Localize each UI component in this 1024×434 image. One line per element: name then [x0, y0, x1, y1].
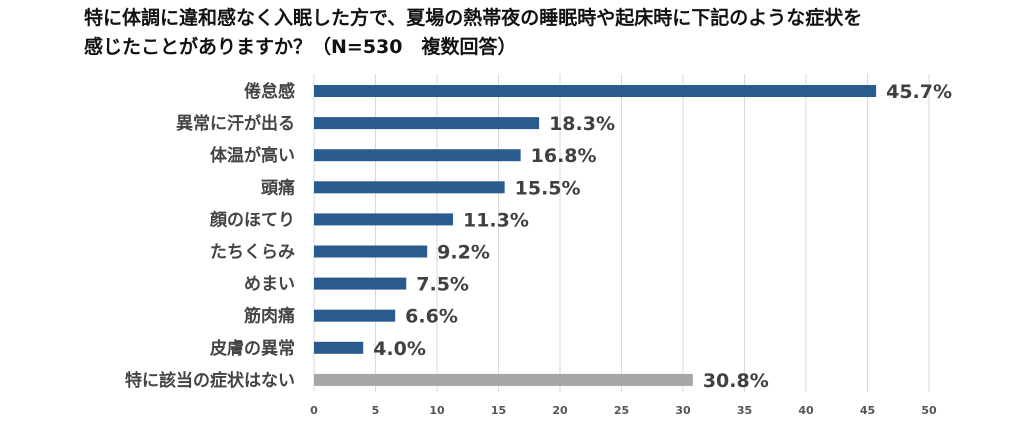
x-tick-label: 20 — [552, 404, 568, 417]
category-label: 異常に汗が出る — [176, 113, 295, 134]
value-label: 11.3% — [463, 209, 529, 231]
value-label: 18.3% — [549, 113, 615, 135]
x-tick-label: 50 — [921, 404, 937, 417]
category-label: めまい — [244, 275, 295, 295]
x-tick-label: 30 — [675, 404, 691, 417]
chart-title-line-1: 特に体調に違和感なく入眠した方で、夏場の熱帯夜の睡眠時や起床時に下記のような症状… — [84, 7, 863, 29]
value-label: 45.7% — [886, 81, 952, 103]
value-label: 6.6% — [405, 306, 458, 328]
category-label: 特に該当の症状はない — [125, 370, 295, 391]
category-label: たちくらみ — [210, 243, 295, 263]
x-tick-label: 15 — [491, 404, 506, 417]
category-label: 顔のほてり — [209, 209, 295, 230]
value-label: 30.8% — [703, 370, 769, 392]
bar — [314, 341, 364, 354]
value-label: 4.0% — [373, 338, 426, 360]
x-tick-label: 10 — [429, 404, 445, 417]
category-label: 倦怠感 — [244, 81, 295, 102]
bar — [314, 181, 505, 194]
category-label: 体温が高い — [210, 145, 295, 166]
x-tick-label: 40 — [798, 404, 814, 417]
chart-title-line-2: 感じたことがありますか？（N=530 複数回答） — [84, 36, 517, 58]
bar — [314, 117, 540, 130]
category-label: 筋肉痛 — [243, 306, 295, 327]
bar — [314, 245, 428, 258]
bar — [314, 373, 693, 386]
bar — [314, 149, 521, 162]
bar — [314, 213, 453, 226]
category-label: 頭痛 — [261, 177, 295, 198]
x-tick-label: 35 — [737, 404, 752, 417]
bar — [314, 85, 877, 97]
value-label: 7.5% — [416, 274, 469, 296]
x-tick-label: 0 — [310, 404, 318, 417]
value-label: 16.8% — [531, 145, 597, 167]
bar — [314, 309, 396, 322]
x-tick-label: 25 — [614, 404, 629, 417]
value-label: 15.5% — [515, 177, 581, 199]
x-tick-label: 5 — [372, 404, 380, 417]
category-label: 皮膚の異常 — [210, 338, 295, 359]
bar — [314, 277, 407, 290]
x-tick-label: 45 — [860, 404, 875, 417]
chart-title: 特に体調に違和感なく入眠した方で、夏場の熱帯夜の睡眠時や起床時に下記のような症状… — [84, 4, 1014, 62]
value-label: 9.2% — [437, 242, 490, 264]
